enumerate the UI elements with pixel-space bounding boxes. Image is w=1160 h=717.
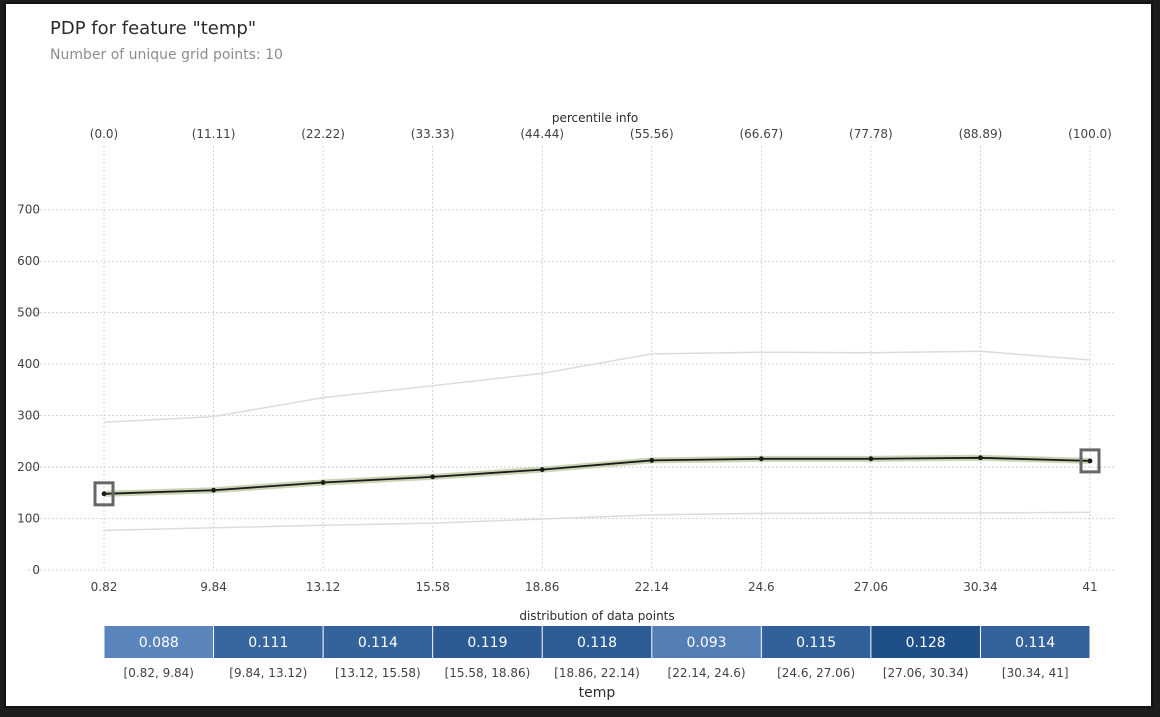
lower-bound-line <box>103 511 1091 532</box>
percentile-axis-label: percentile info <box>552 111 638 125</box>
x-tick-label: 18.86 <box>525 580 559 594</box>
distribution-bin-range: [22.14, 24.6) <box>668 666 746 680</box>
x-tick-label: 0.82 <box>91 580 118 594</box>
pdp-chart: 0 100 200 300 400 500 600 700 percentile info (0.… <box>17 111 1116 701</box>
percentile-tick-label: (11.11) <box>192 127 236 141</box>
percentile-tick-label: (100.0) <box>1068 127 1112 141</box>
pdp-point <box>539 467 545 473</box>
distribution-bin-range: [27.06, 30.34) <box>883 666 969 680</box>
endpoint-marker <box>93 481 115 507</box>
distribution-bin-range: [9.84, 13.12) <box>229 666 307 680</box>
pdp-point <box>320 480 326 485</box>
y-tick-label: 700 <box>17 203 40 217</box>
distribution-bin-value: 0.115 <box>796 635 836 651</box>
distribution-bin-value: 0.118 <box>577 635 617 651</box>
x-tick-label: 9.84 <box>200 580 227 594</box>
distribution-bin <box>980 626 1090 658</box>
distribution-bin <box>104 626 214 658</box>
percentile-tick-label: (55.56) <box>630 127 674 141</box>
percentile-tick-label: (0.0) <box>90 127 118 141</box>
distribution-bin <box>652 626 761 658</box>
distribution-bin-range: [15.58, 18.86) <box>445 666 531 680</box>
pdp-point <box>1087 458 1093 464</box>
distribution-bin-range: [0.82, 9.84) <box>124 666 194 680</box>
y-tick-label: 200 <box>17 460 40 474</box>
x-tick-label: 24.6 <box>748 580 775 594</box>
pdp-point <box>978 455 983 461</box>
y-tick-label: 0 <box>32 563 40 577</box>
y-tick-label: 500 <box>17 306 40 320</box>
distribution-bin-range: [13.12, 15.58) <box>335 666 421 680</box>
distribution-bin-value: 0.128 <box>906 635 946 651</box>
distribution-bin-value: 0.119 <box>467 635 507 651</box>
distribution-bin <box>214 626 323 658</box>
x-tick-label: 30.34 <box>963 580 997 594</box>
x-tick-label: 22.14 <box>635 580 669 594</box>
pdp-point <box>211 487 216 493</box>
pdp-point <box>430 474 436 480</box>
distribution-bin-value: 0.088 <box>139 635 179 651</box>
percentile-tick-label: (44.44) <box>520 127 564 141</box>
distribution-bin-range: [24.6, 27.06) <box>777 666 855 680</box>
chart-subtitle: Number of unique grid points: 10 <box>50 47 283 63</box>
y-tick-label: 600 <box>17 254 40 268</box>
endpoint-marker <box>1079 448 1101 474</box>
x-tick-label: 27.06 <box>854 580 888 594</box>
pdp-point <box>649 457 655 463</box>
x-tick-label: 15.58 <box>415 580 449 594</box>
chart-frame: PDP for feature "temp" Number of unique … <box>4 2 1153 708</box>
distribution-bin <box>761 626 871 658</box>
x-tick-label: 13.12 <box>306 580 340 594</box>
percentile-tick-label: (33.33) <box>411 127 455 141</box>
distribution-bin <box>542 626 652 658</box>
y-tick-label: 100 <box>17 512 40 526</box>
upper-bound-line <box>103 350 1091 424</box>
pdp-point <box>758 456 764 462</box>
percentile-tick-label: (88.89) <box>959 127 1003 141</box>
percentile-tick-label: (22.22) <box>301 127 345 141</box>
percentile-tick-label: (66.67) <box>739 127 783 141</box>
y-tick-label: 300 <box>17 409 40 423</box>
x-tick-label: 41 <box>1082 580 1097 594</box>
distribution-label: distribution of data points <box>519 609 674 623</box>
pdp-point <box>868 456 874 462</box>
pdp-line <box>103 456 1091 495</box>
distribution-bin-value: 0.114 <box>358 635 398 651</box>
distribution-bin-value: 0.114 <box>1015 635 1055 651</box>
distribution-bin <box>323 626 433 658</box>
pdp-point <box>101 491 107 497</box>
chart-title: PDP for feature "temp" <box>50 18 257 39</box>
distribution-bin <box>871 626 980 658</box>
distribution-bin-range: [18.86, 22.14) <box>554 666 640 680</box>
percentile-tick-label: (77.78) <box>849 127 893 141</box>
distribution-bin-range: [30.34, 41] <box>1002 666 1069 680</box>
distribution-bin-value: 0.093 <box>687 635 727 651</box>
distribution-bin <box>433 626 542 658</box>
x-axis-title: temp <box>579 685 616 701</box>
distribution-bin-value: 0.111 <box>248 635 288 651</box>
y-tick-label: 400 <box>17 357 40 371</box>
